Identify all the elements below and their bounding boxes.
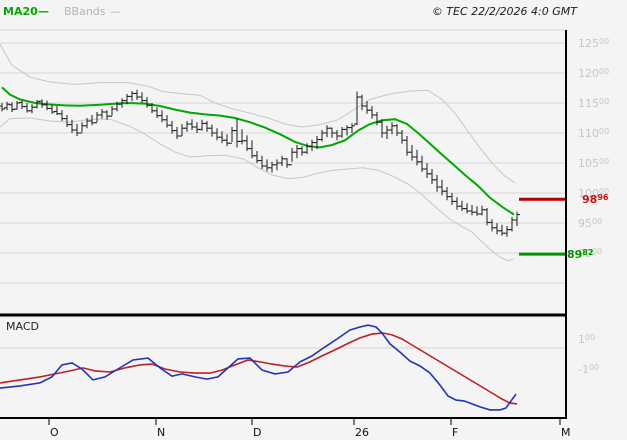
- x-axis-label-M: M: [561, 426, 571, 439]
- price-axis-label: 12500: [578, 37, 610, 50]
- x-axis-label-D: D: [253, 426, 262, 439]
- x-axis-label-N: N: [157, 426, 166, 439]
- macd-axis-label: -100: [578, 363, 600, 376]
- ma20-legend-label: MA20: [3, 5, 38, 18]
- price-axis-label: 10000: [578, 187, 610, 200]
- bollinger-upper-band: [0, 43, 516, 184]
- x-axis-label-O: O: [50, 426, 59, 439]
- x-axis-label-F: F: [452, 426, 459, 439]
- macd-panel-title: MACD: [6, 320, 39, 333]
- x-axis-label-26: 26: [355, 426, 369, 439]
- resistance-level-label: 9896: [582, 193, 609, 207]
- price-axis-label: 11000: [578, 127, 610, 140]
- price-axis-label: 11500: [578, 97, 610, 110]
- price-axis-label: 10500: [578, 157, 610, 170]
- bbands-legend-label: BBands: [64, 5, 106, 18]
- price-axis-label: 9500: [578, 217, 603, 230]
- bollinger-lower-band: [0, 117, 515, 262]
- copyright-timestamp: © TEC 22/2/2026 4:0 GMT: [431, 5, 577, 18]
- ma20-line: [1, 86, 515, 216]
- macd-line: [0, 324, 517, 411]
- support-level-label: 8982: [567, 248, 594, 262]
- ma20-legend-dash-icon: —: [38, 5, 49, 18]
- price-axis-label: 9000: [578, 247, 603, 260]
- macd-signal-line: [0, 332, 518, 405]
- bbands-legend-dash-icon: —: [110, 5, 121, 18]
- price-axis-label: 12000: [578, 67, 610, 80]
- macd-axis-label: 100: [578, 333, 596, 346]
